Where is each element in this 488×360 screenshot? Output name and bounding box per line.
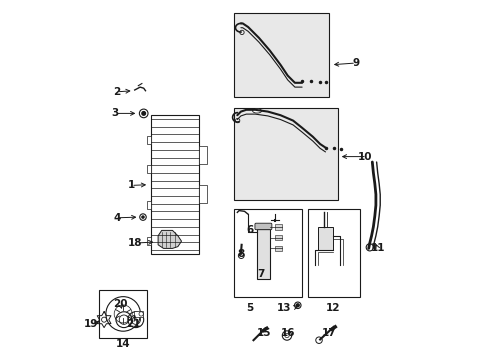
Text: 13: 13	[276, 303, 291, 313]
Ellipse shape	[252, 109, 261, 113]
Bar	[99, 290, 147, 338]
Bar	[134, 311, 142, 317]
Bar	[318, 227, 332, 250]
Polygon shape	[158, 230, 181, 248]
Circle shape	[142, 112, 145, 115]
Text: 20: 20	[113, 299, 127, 309]
Text: 16: 16	[280, 328, 294, 338]
Bar	[233, 13, 328, 97]
Bar	[199, 185, 207, 203]
Text: 1: 1	[127, 180, 135, 190]
Text: 2: 2	[113, 87, 120, 97]
Bar	[233, 108, 337, 200]
Bar	[275, 224, 281, 230]
Text: 12: 12	[325, 303, 339, 313]
Text: 9: 9	[352, 58, 359, 68]
Text: 19: 19	[84, 319, 99, 329]
Text: 5: 5	[246, 303, 253, 313]
Text: 18: 18	[127, 238, 142, 248]
Bar	[146, 237, 151, 245]
Text: 6: 6	[246, 225, 253, 235]
Text: 4: 4	[113, 213, 120, 223]
Text: 14: 14	[116, 339, 130, 349]
Text: 15: 15	[257, 328, 271, 338]
Bar	[233, 209, 302, 297]
Text: 10: 10	[357, 152, 371, 162]
Circle shape	[296, 304, 299, 307]
Bar	[199, 146, 207, 164]
Bar	[257, 229, 269, 279]
Text: 21: 21	[125, 319, 140, 329]
Bar	[146, 201, 151, 209]
Text: 3: 3	[111, 108, 118, 118]
Text: 11: 11	[370, 243, 384, 253]
FancyBboxPatch shape	[254, 223, 271, 230]
Bar	[151, 115, 199, 254]
Bar	[146, 165, 151, 173]
Bar	[307, 209, 359, 297]
Bar	[275, 235, 281, 240]
Text: 8: 8	[237, 249, 244, 259]
Bar	[146, 136, 151, 144]
Circle shape	[142, 216, 144, 218]
Text: 7: 7	[257, 269, 264, 279]
Text: 17: 17	[321, 328, 336, 338]
Bar	[275, 246, 281, 251]
